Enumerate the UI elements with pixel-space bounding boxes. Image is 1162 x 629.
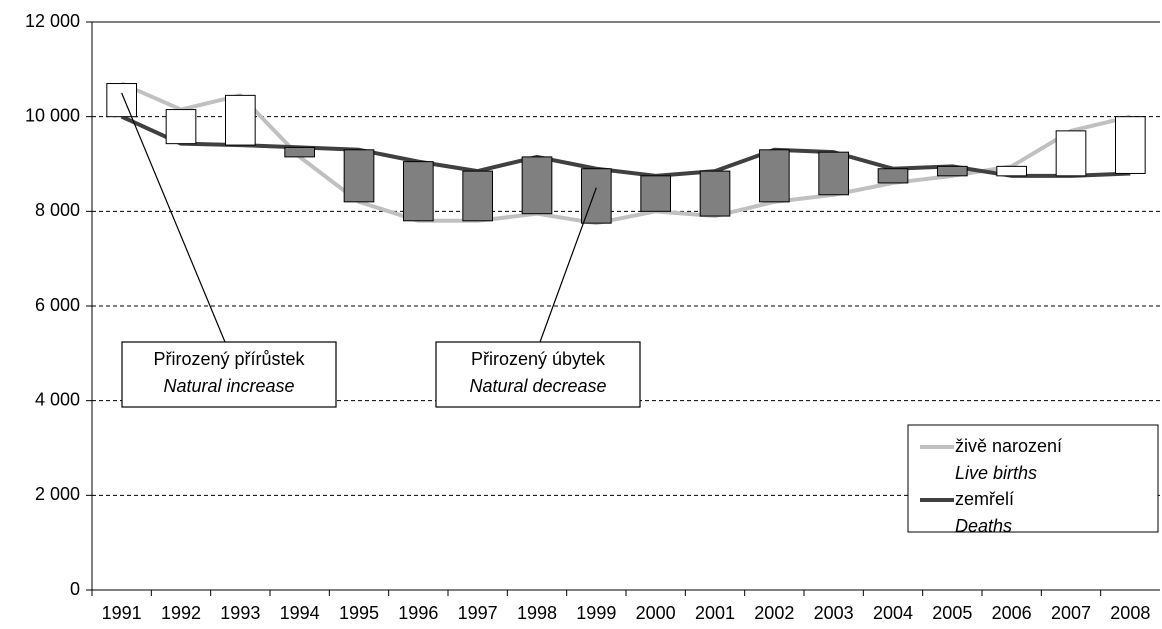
updown-bar [759,149,790,203]
x-tick-label: 2003 [814,603,854,623]
x-tick-label: 2006 [992,603,1032,623]
annotation-leader [121,92,226,343]
annotation-text: Přirozený přírůstek [153,349,305,369]
x-tick-label: 1991 [102,603,142,623]
updown-bar [640,175,671,212]
updown-bar [284,146,316,158]
updown-bar [818,151,849,196]
updown-bar [225,94,256,146]
updown-bar [1055,130,1087,177]
x-tick-label: 1993 [220,603,260,623]
updown-bar [521,156,553,215]
y-tick-label: 4 000 [35,389,80,409]
x-tick-label: 1995 [339,603,379,623]
updown-bar [106,83,138,118]
updown-bar [165,109,197,145]
annotation-text-en: Natural increase [163,376,294,396]
updown-bar [937,165,968,177]
y-tick-label: 12 000 [25,11,80,31]
legend-label-en: Deaths [955,516,1012,536]
updown-bar [699,170,731,217]
legend-label: zemřelí [955,489,1014,509]
x-tick-label: 2008 [1110,603,1150,623]
x-tick-label: 2005 [932,603,972,623]
x-tick-label: 2001 [695,603,735,623]
updown-bar [877,168,909,184]
x-tick-label: 2007 [1051,603,1091,623]
y-tick-label: 10 000 [25,105,80,125]
annotation-box [435,341,641,408]
y-tick-label: 6 000 [35,295,80,315]
legend-label: živě narození [955,436,1062,456]
x-tick-label: 2000 [636,603,676,623]
x-tick-label: 1998 [517,603,557,623]
annotation-box [121,341,337,408]
annotation-text-en: Natural decrease [469,376,606,396]
y-tick-label: 0 [70,579,80,599]
series-line [120,114,1131,178]
updown-bar [343,149,375,203]
x-tick-label: 1992 [161,603,201,623]
legend-label-en: Live births [955,463,1037,483]
x-tick-label: 2004 [873,603,913,623]
x-tick-label: 1996 [398,603,438,623]
annotation-text: Přirozený úbytek [471,349,606,369]
legend-box [907,424,1159,533]
series-line [120,81,1131,226]
x-tick-label: 1994 [280,603,320,623]
x-tick-label: 1999 [576,603,616,623]
y-tick-label: 8 000 [35,200,80,220]
x-tick-label: 2002 [754,603,794,623]
updown-bar [403,161,434,222]
updown-bar [1115,116,1146,174]
y-tick-label: 2 000 [35,484,80,504]
updown-bar [996,165,1027,177]
updown-bar [462,170,494,222]
annotation-leader [539,187,597,343]
x-tick-label: 1997 [458,603,498,623]
